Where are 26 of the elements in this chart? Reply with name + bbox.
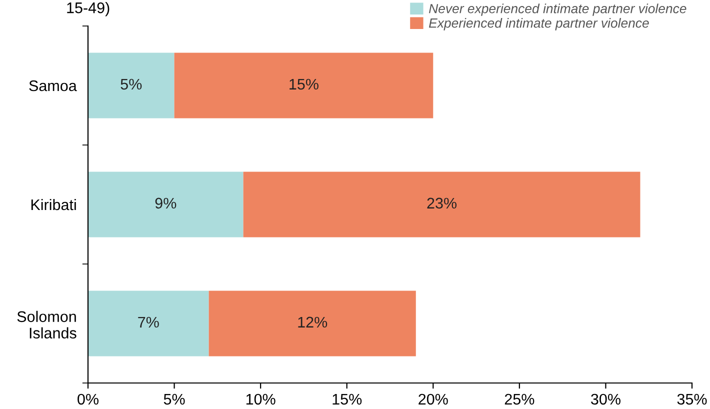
y-tick-label: Solomon Islands — [17, 310, 76, 339]
x-tick-label: 30% — [591, 394, 620, 405]
x-tick-label: 15% — [332, 394, 362, 405]
bar — [243, 172, 640, 238]
bar — [88, 52, 174, 118]
text: 15% — [290, 78, 318, 90]
text: 9% — [155, 198, 176, 209]
text: 5% — [120, 78, 142, 90]
x-tick-label: 10% — [246, 394, 276, 405]
y-tick-label: Kiribati — [31, 198, 76, 210]
x-tick-label: 25% — [504, 394, 534, 405]
x-tick-label: 5% — [164, 394, 185, 405]
legend-label: Experienced intimate partner violence — [428, 18, 649, 30]
text: 23% — [427, 198, 457, 209]
bar — [88, 290, 209, 356]
text: 7% — [138, 316, 159, 328]
bar — [174, 52, 434, 118]
text: 12% — [298, 316, 328, 328]
x-tick-label: 20% — [418, 394, 448, 405]
bar — [88, 172, 244, 238]
x-tick-label: 0% — [78, 394, 98, 405]
y-tick-label: Samoa — [29, 80, 77, 92]
bar — [208, 290, 416, 356]
x-tick-label: 35% — [677, 394, 707, 405]
chart-title: 15-49) — [67, 2, 110, 16]
legend-label: Never experienced intimate partner violence — [428, 4, 686, 16]
